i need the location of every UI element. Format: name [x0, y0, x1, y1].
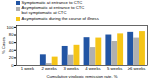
- html-text:Asymptomatic at entrance to CT: Asymptomatic at entrance to CTC but symp…: [21, 5, 85, 16]
- svg-text:20: 20: [9, 55, 14, 60]
- svg-text:1 week: 1 week: [21, 66, 35, 71]
- svg-text:% Cases: % Cases: [1, 37, 6, 54]
- svg-text:3 weeks: 3 weeks: [63, 66, 78, 71]
- svg-text:Cumulative virologic remission: Cumulative virologic remission rate, %: [47, 73, 118, 78]
- svg-text:4 weeks: 4 weeks: [85, 66, 100, 71]
- svg-text:5 weeks: 5 weeks: [107, 66, 122, 71]
- html-text:Asymptomatic during the course: Asymptomatic during the course of illnes…: [21, 15, 99, 21]
- svg-text:≥6 weeks: ≥6 weeks: [128, 66, 146, 71]
- svg-text:80: 80: [9, 32, 14, 37]
- svg-text:60: 60: [9, 39, 14, 44]
- svg-text:0: 0: [11, 62, 14, 67]
- svg-text:40: 40: [9, 47, 14, 52]
- html-text:Symptomatic at entrance to CTC: Symptomatic at entrance to CTC: [21, 0, 83, 5]
- svg-text:2 weeks: 2 weeks: [42, 66, 57, 71]
- svg-text:100: 100: [7, 24, 15, 29]
